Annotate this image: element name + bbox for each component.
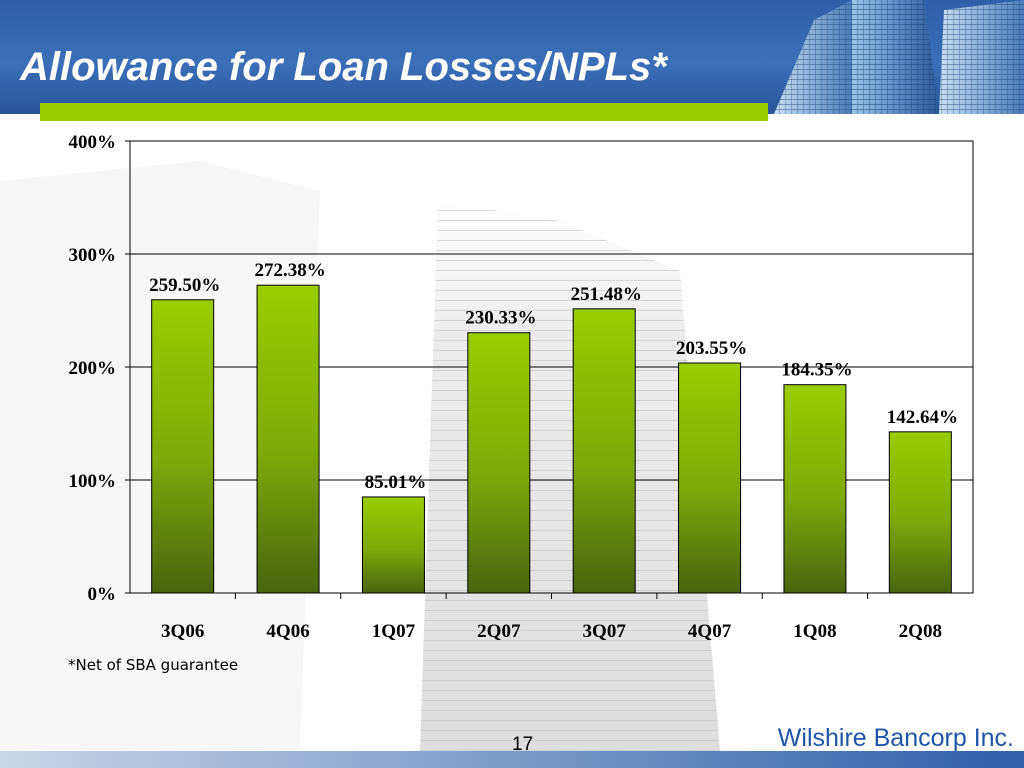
footer-bar xyxy=(0,751,1024,768)
x-tick-label: 1Q07 xyxy=(372,621,416,642)
bar-chart: 0% 100% 200% 300% 400% 259.50% 3Q06 272.38% 4Q06… xyxy=(69,132,974,642)
y-tick-label: 0% xyxy=(88,584,117,605)
data-label: 203.55% xyxy=(676,338,747,359)
y-tick-label: 100% xyxy=(69,471,117,492)
data-label: 184.35% xyxy=(781,360,852,381)
title-accent-bar xyxy=(40,103,768,121)
footnote: *Net of SBA guarantee xyxy=(68,656,239,674)
data-label: 85.01% xyxy=(365,472,427,493)
slide-title: Allowance for Loan Losses/NPLs* xyxy=(20,45,667,89)
x-tick-label: 2Q08 xyxy=(899,621,942,642)
x-tick-label: 3Q07 xyxy=(583,621,627,642)
bar xyxy=(467,332,531,594)
bar xyxy=(572,308,636,594)
data-label: 142.64% xyxy=(887,407,958,428)
bar xyxy=(361,496,425,594)
x-tick-label: 1Q08 xyxy=(793,621,836,642)
bar xyxy=(256,284,320,594)
x-tick-label: 3Q06 xyxy=(161,621,204,642)
x-tick-label: 2Q07 xyxy=(477,621,521,642)
data-label: 259.50% xyxy=(149,275,220,296)
bar xyxy=(678,362,742,594)
x-tick-label: 4Q07 xyxy=(688,621,732,642)
data-label: 251.48% xyxy=(571,284,642,305)
x-tick-label: 4Q06 xyxy=(266,621,309,642)
bar xyxy=(151,299,215,594)
data-label: 230.33% xyxy=(465,308,536,329)
y-tick-label: 400% xyxy=(69,132,117,153)
header-banner: Allowance for Loan Losses/NPLs* xyxy=(0,0,1024,114)
y-tick-label: 300% xyxy=(69,245,117,266)
company-name: Wilshire Bancorp Inc. xyxy=(777,724,1014,752)
skyscraper-image xyxy=(774,0,1024,114)
page-number: 17 xyxy=(512,734,534,755)
data-label: 272.38% xyxy=(254,260,325,281)
y-tick-label: 200% xyxy=(69,358,117,379)
bar xyxy=(783,384,847,594)
bar xyxy=(888,431,952,594)
